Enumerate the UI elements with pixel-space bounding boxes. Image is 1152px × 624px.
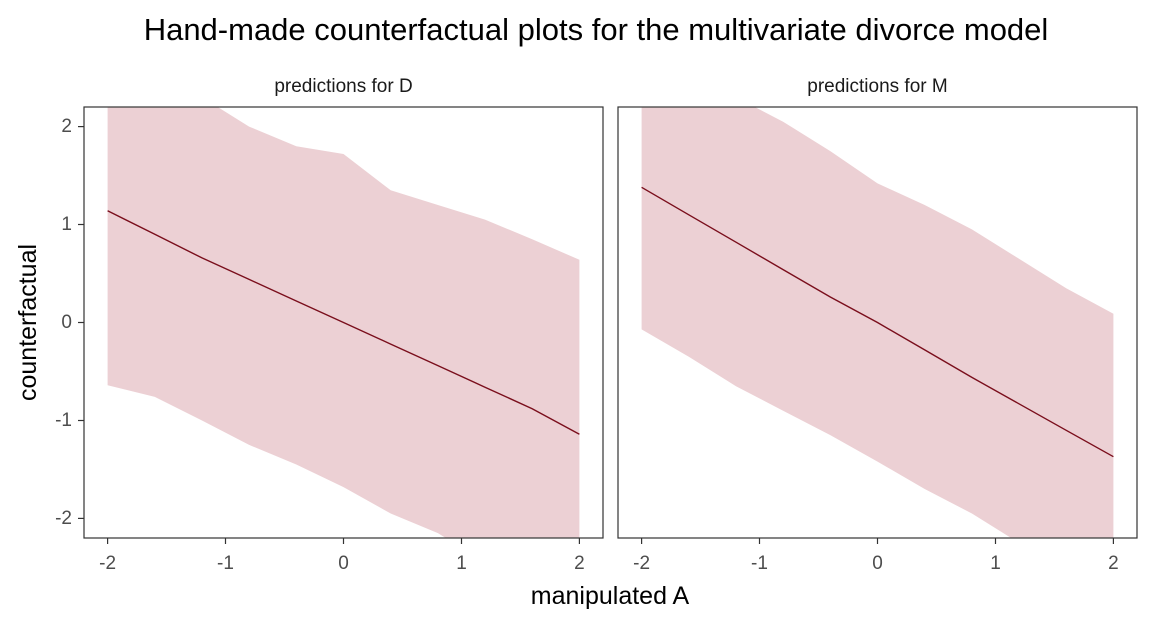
x-tick-label: 0 bbox=[338, 553, 349, 574]
facet-label-m: predictions for M bbox=[807, 76, 947, 97]
panel-m: predictions for M -2 -1 0 1 2 bbox=[617, 76, 1138, 574]
y-axis-title: counterfactual bbox=[14, 244, 42, 401]
x-axis-d: -2 -1 0 1 2 bbox=[99, 538, 585, 574]
x-tick-1: -1 bbox=[217, 538, 234, 574]
mean-line-d bbox=[107, 210, 580, 435]
y-tick-label: -1 bbox=[55, 410, 72, 431]
y-tick-label: 0 bbox=[61, 312, 72, 333]
panel-d: predictions for D -2 -1 0 1 2 -2 -1 0 1 … bbox=[55, 76, 604, 574]
x-axis-title: manipulated A bbox=[531, 582, 690, 610]
y-tick-label: 2 bbox=[61, 116, 72, 137]
x-tick-label: -2 bbox=[633, 553, 650, 574]
y-tick-3: 1 bbox=[61, 214, 84, 235]
y-tick-label: 1 bbox=[61, 214, 72, 235]
facet-label-d: predictions for D bbox=[274, 76, 412, 97]
interval-band-m bbox=[641, 107, 1114, 538]
x-tick-2: 0 bbox=[872, 538, 883, 574]
y-tick-2: 0 bbox=[61, 312, 84, 333]
mean-line-m bbox=[641, 186, 1114, 458]
x-tick-label: -1 bbox=[751, 553, 768, 574]
y-axis: -2 -1 0 1 2 bbox=[55, 116, 84, 529]
x-axis-m: -2 -1 0 1 2 bbox=[633, 538, 1119, 574]
x-tick-label: 2 bbox=[574, 553, 585, 574]
x-tick-label: 0 bbox=[872, 553, 883, 574]
x-tick-label: -1 bbox=[217, 553, 234, 574]
x-tick-0: -2 bbox=[99, 538, 116, 574]
x-tick-label: -2 bbox=[99, 553, 116, 574]
x-tick-3: 1 bbox=[456, 538, 467, 574]
x-tick-3: 1 bbox=[990, 538, 1001, 574]
chart-title: Hand-made counterfactual plots for the m… bbox=[144, 12, 1049, 47]
x-tick-label: 1 bbox=[990, 553, 1001, 574]
y-tick-0: -2 bbox=[55, 508, 84, 529]
x-tick-4: 2 bbox=[1108, 538, 1119, 574]
interval-band-d bbox=[107, 107, 580, 538]
x-tick-4: 2 bbox=[574, 538, 585, 574]
x-tick-1: -1 bbox=[751, 538, 768, 574]
y-tick-label: -2 bbox=[55, 508, 72, 529]
x-tick-label: 2 bbox=[1108, 553, 1119, 574]
y-tick-4: 2 bbox=[61, 116, 84, 137]
x-tick-2: 0 bbox=[338, 538, 349, 574]
y-tick-1: -1 bbox=[55, 410, 84, 431]
x-tick-label: 1 bbox=[456, 553, 467, 574]
x-tick-0: -2 bbox=[633, 538, 650, 574]
